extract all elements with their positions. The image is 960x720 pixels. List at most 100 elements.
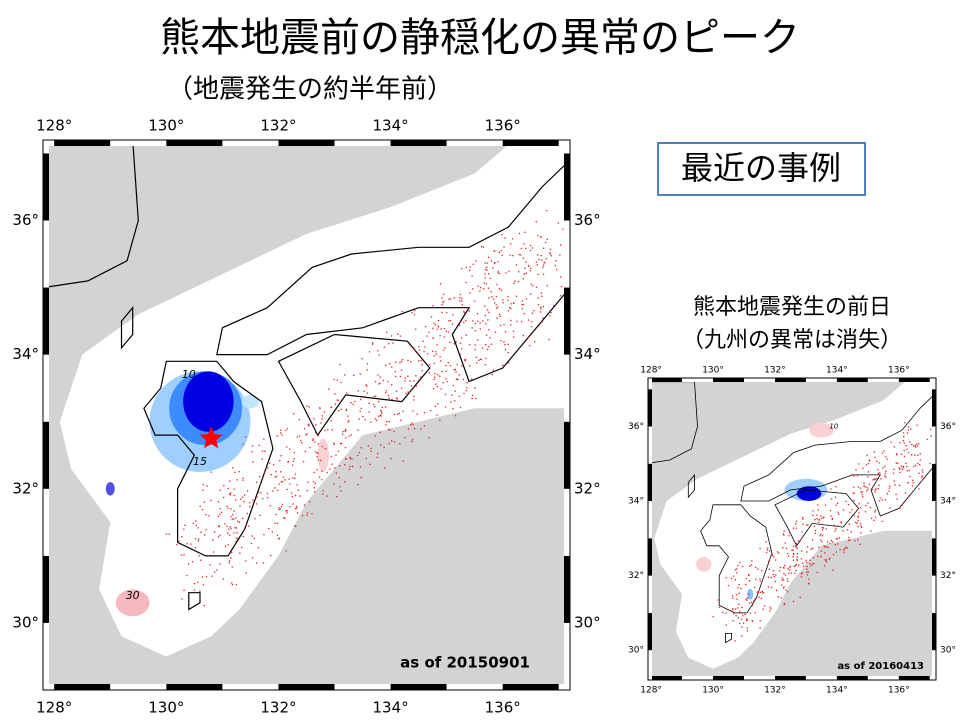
earthquake-dot xyxy=(867,471,870,473)
earthquake-dot xyxy=(916,424,918,426)
earthquake-dot xyxy=(232,513,234,516)
earthquake-dot xyxy=(741,615,744,617)
earthquake-dot xyxy=(235,537,238,539)
frame-segment xyxy=(648,463,652,502)
earthquake-dot xyxy=(208,515,210,517)
earthquake-dot xyxy=(389,429,391,431)
earthquake-dot xyxy=(437,373,439,376)
earthquake-dot xyxy=(202,484,205,486)
earthquake-dot xyxy=(516,320,518,323)
earthquake-dot xyxy=(746,618,748,620)
earthquake-dot xyxy=(288,478,290,480)
earthquake-dot xyxy=(407,391,409,393)
earthquake-dot xyxy=(227,487,229,490)
earthquake-dot xyxy=(344,430,346,432)
earthquake-dot xyxy=(767,547,769,549)
earthquake-dot xyxy=(527,319,530,321)
frame-segment xyxy=(564,622,570,690)
earthquake-dot xyxy=(340,408,342,411)
earthquake-dot xyxy=(382,379,385,382)
earthquake-dot xyxy=(486,266,488,268)
frame-segment xyxy=(564,140,570,154)
earthquake-dot xyxy=(385,424,387,426)
earthquake-dot xyxy=(747,597,749,599)
earthquake-dot xyxy=(560,286,563,288)
earthquake-dot xyxy=(941,457,942,458)
earthquake-dot xyxy=(521,300,523,302)
earthquake-dot xyxy=(499,315,501,318)
earthquake-dot xyxy=(781,579,783,581)
earthquake-dot xyxy=(402,410,404,413)
earthquake-dot xyxy=(796,558,798,560)
earthquake-dot xyxy=(319,459,322,462)
longitude-label: 134° xyxy=(826,366,848,376)
earthquake-dot xyxy=(755,578,757,581)
earthquake-dot xyxy=(474,322,476,325)
earthquake-dot xyxy=(366,385,368,387)
earthquake-dot xyxy=(292,413,295,415)
earthquake-dot xyxy=(854,540,856,542)
earthquake-dot xyxy=(521,320,523,323)
frame-segment xyxy=(43,421,49,489)
earthquake-dot xyxy=(856,522,858,524)
earthquake-dot xyxy=(740,618,743,620)
earthquake-dot xyxy=(400,387,403,389)
earthquake-dot xyxy=(271,531,274,533)
frame-segment xyxy=(651,676,683,680)
earthquake-dot xyxy=(806,574,809,576)
earthquake-dot xyxy=(345,408,348,411)
earthquake-dot xyxy=(873,519,875,521)
earthquake-dot xyxy=(758,596,760,598)
earthquake-dot xyxy=(542,266,544,268)
earthquake-dot xyxy=(474,387,476,389)
earthquake-dot xyxy=(404,377,406,379)
earthquake-dot xyxy=(239,505,241,507)
contour-label: 10 xyxy=(829,422,838,430)
earthquake-dot xyxy=(858,512,860,514)
earthquake-dot xyxy=(377,374,379,376)
frame-segment xyxy=(564,488,570,556)
earthquake-dot xyxy=(218,525,220,528)
earthquake-dot xyxy=(792,600,795,603)
earthquake-dot xyxy=(882,467,884,469)
earthquake-dot xyxy=(491,373,493,376)
earthquake-dot xyxy=(372,343,374,345)
earthquake-dot xyxy=(540,292,543,294)
earthquake-dot xyxy=(523,313,525,315)
earthquake-dot xyxy=(364,418,367,421)
earthquake-dot xyxy=(842,530,844,532)
earthquake-dot xyxy=(187,563,190,565)
earthquake-dot xyxy=(399,443,401,445)
earthquake-dot xyxy=(800,573,803,575)
earthquake-dot xyxy=(824,552,826,554)
map-body: 10 xyxy=(648,378,942,680)
earthquake-dot xyxy=(501,233,503,236)
earthquake-dot xyxy=(540,254,542,257)
latitude-label: 32° xyxy=(628,571,644,581)
earthquake-dot xyxy=(463,312,466,314)
map: 10128°128°130°130°132°132°134°134°136°13… xyxy=(628,366,956,696)
earthquake-dot xyxy=(496,283,498,286)
earthquake-dot xyxy=(484,305,486,307)
earthquake-dot xyxy=(893,468,895,471)
earthquake-dot xyxy=(252,445,254,447)
earthquake-dot xyxy=(339,443,342,445)
frame-segment xyxy=(648,575,652,613)
earthquake-dot xyxy=(383,346,386,348)
earthquake-dot xyxy=(825,546,828,548)
earthquake-dot xyxy=(295,507,298,509)
earthquake-dot xyxy=(821,540,823,543)
earthquake-dot xyxy=(328,388,330,390)
earthquake-dot xyxy=(879,500,881,502)
earthquake-dot xyxy=(494,262,496,264)
earthquake-dot xyxy=(527,265,530,267)
earthquake-dot xyxy=(309,447,311,449)
earthquake-dot xyxy=(258,444,260,447)
latitude-label: 32° xyxy=(940,571,956,581)
earthquake-dot xyxy=(837,543,839,545)
latitude-label: 36° xyxy=(574,211,601,229)
earthquake-dot xyxy=(410,424,412,426)
earthquake-dot xyxy=(183,554,185,556)
earthquake-dot xyxy=(229,494,231,496)
earthquake-dot xyxy=(541,321,543,323)
